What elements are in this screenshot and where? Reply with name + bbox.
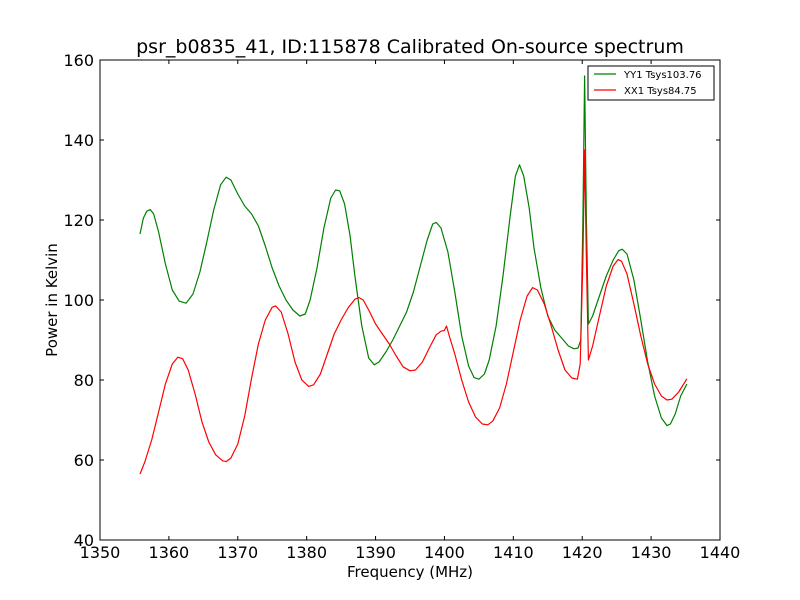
x-tick-label: 1350 (80, 543, 121, 562)
y-axis-label: Power in Kelvin (43, 243, 61, 357)
y-tick-label: 60 (74, 451, 94, 470)
x-tick-label: 1360 (149, 543, 190, 562)
legend: YY1 Tsys103.76 XX1 Tsys84.75 (587, 65, 715, 101)
y-tick-label: 40 (74, 531, 94, 550)
x-tick-label: 1400 (424, 543, 465, 562)
x-tick-label: 1390 (355, 543, 396, 562)
x-tick-label: 1410 (493, 543, 534, 562)
x-tick-label: 1420 (562, 543, 603, 562)
y-axis-ticks: 40 60 80 100 120 140 160 (63, 51, 720, 550)
y-tick-label: 140 (63, 131, 94, 150)
x-tick-label: 1370 (217, 543, 258, 562)
y-tick-label: 100 (63, 291, 94, 310)
x-tick-label: 1440 (700, 543, 741, 562)
legend-label-xx1: XX1 Tsys84.75 (624, 86, 697, 97)
legend-box (587, 65, 715, 101)
x-axis-label: Frequency (MHz) (347, 563, 473, 581)
x-tick-label: 1430 (631, 543, 672, 562)
series-line-xx1 (139, 149, 688, 475)
y-tick-label: 160 (63, 51, 94, 70)
legend-label-yy1: YY1 Tsys103.76 (623, 70, 702, 81)
chart-title: psr_b0835_41, ID:115878 Calibrated On-so… (136, 36, 684, 58)
series-layer (139, 75, 688, 475)
series-line-yy1 (139, 75, 688, 427)
plot-background (100, 60, 720, 540)
plot-area (99, 59, 721, 541)
x-axis-ticks: 1350 1360 1370 1380 1390 1400 1410 1420 1430 1440 (80, 60, 741, 562)
y-tick-label: 80 (74, 371, 94, 390)
y-tick-label: 120 (63, 211, 94, 230)
x-tick-label: 1380 (286, 543, 327, 562)
